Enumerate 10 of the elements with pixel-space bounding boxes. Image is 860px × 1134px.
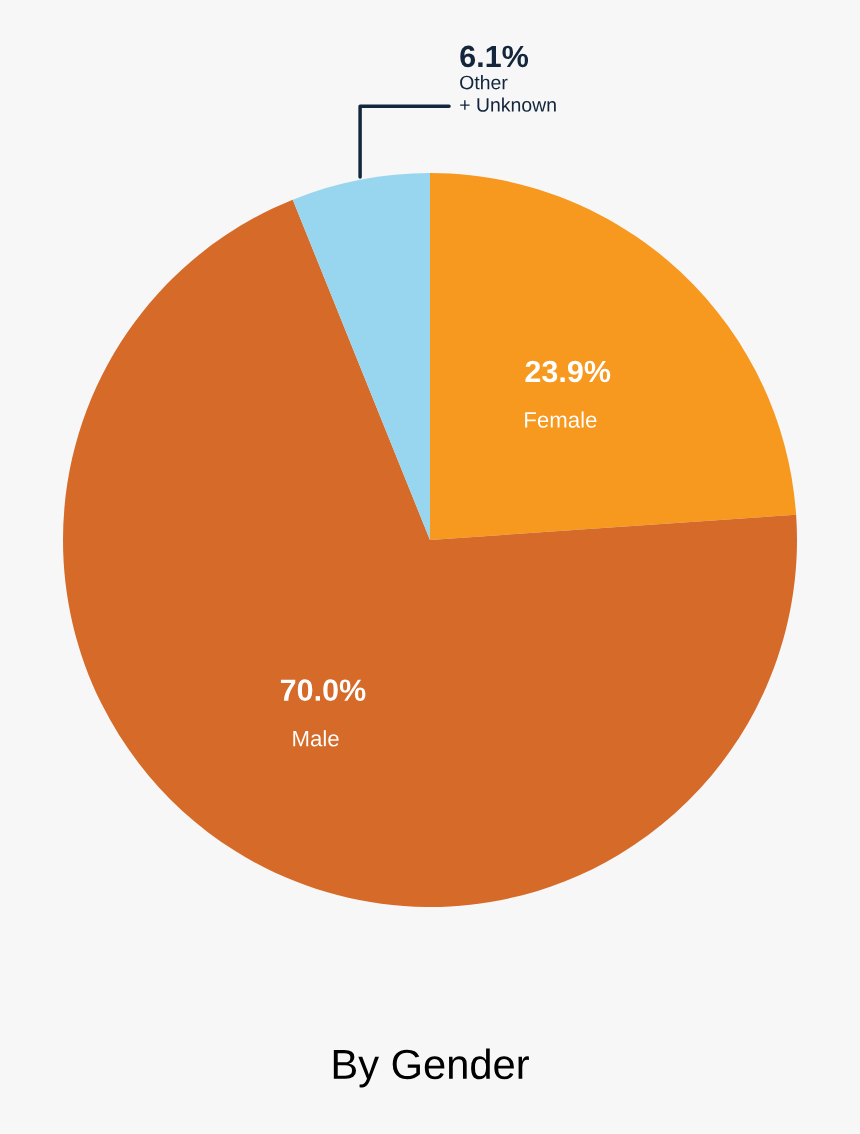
pie-slice — [63, 199, 797, 907]
text: By Gender — [333, 1048, 529, 1088]
pie-slice — [430, 173, 797, 540]
pie-slice — [292, 173, 430, 540]
slice-label: Male — [293, 730, 339, 747]
slice-label: Female — [525, 411, 597, 428]
data-label: 6.1% — [460, 45, 529, 68]
data-label: 23.9% — [525, 360, 611, 383]
data-label: 70.0% — [280, 679, 366, 701]
slice-label: Other + Unknown — [460, 75, 556, 112]
